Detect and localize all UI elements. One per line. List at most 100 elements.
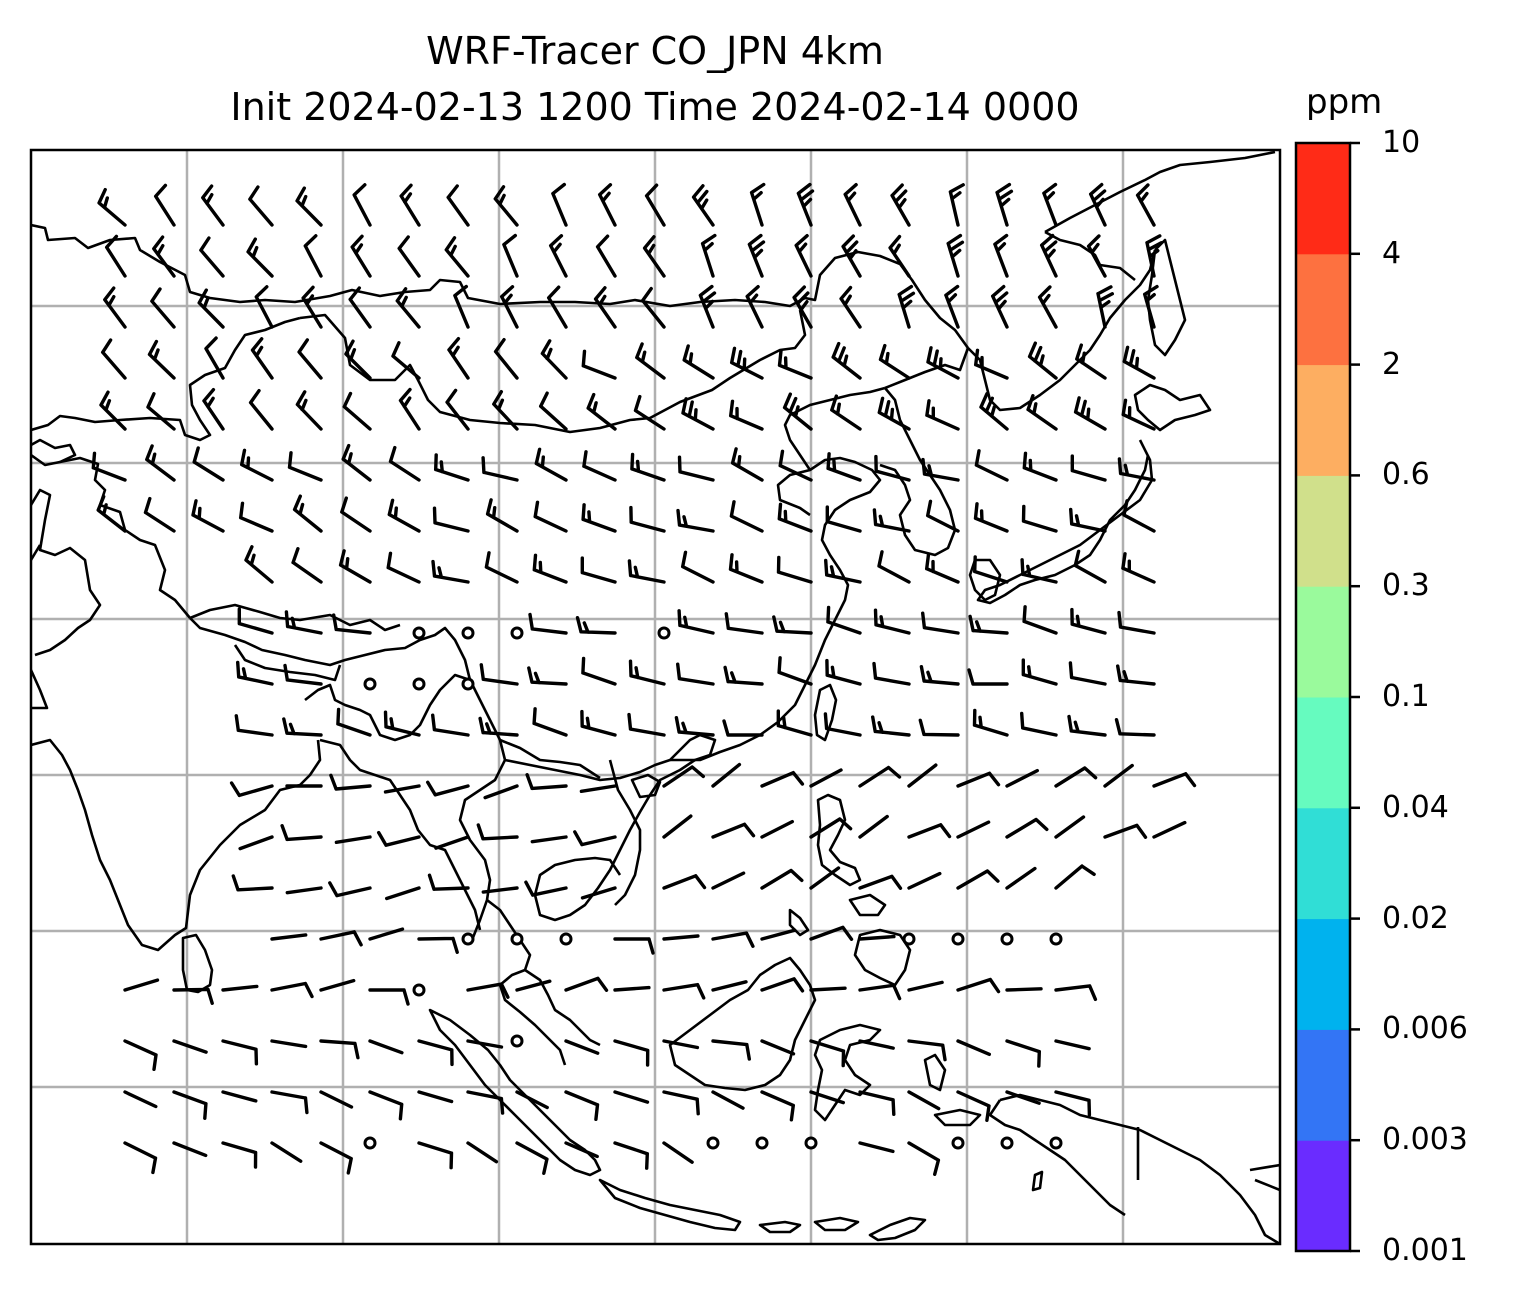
wind-barb [525,773,568,791]
wind-barb [579,784,617,793]
wind-barb [481,456,519,482]
map-frame [29,148,1282,1246]
wind-barb [644,183,666,227]
maluku-coast [923,1053,947,1092]
wind-barb [809,986,847,992]
calm-wind-marker [510,932,524,946]
wind-barb [1086,234,1107,278]
wind-barb [1069,507,1107,533]
wind-barb [466,1090,505,1115]
wind-barb [154,183,176,227]
colorbar-tick-label: 2 [1382,346,1402,382]
wind-barb [1122,345,1156,380]
wind-barb [368,1039,404,1055]
wind-barb [398,387,421,431]
wind-barb [192,446,225,482]
wind-barb [334,835,372,844]
wind-barb [760,868,804,890]
colorbar-tick-label: 0.003 [1382,1122,1468,1158]
wind-barb [711,762,742,788]
wind-barb [483,784,519,800]
wind-barb [237,607,274,635]
colorbar-tick-label: 0.02 [1382,900,1449,936]
wind-barb [826,452,862,482]
wind-barb [417,936,459,954]
wind-barb [150,287,176,329]
wind-barb [641,286,666,329]
wind-barb [635,342,666,380]
wind-barb [270,1090,309,1115]
lesser-sunda-coast-2 [813,1216,860,1232]
wind-barb [839,285,862,329]
wind-barb [1121,552,1156,584]
wind-barb [341,443,372,482]
wind-barb [944,284,960,329]
tibet-border [189,603,401,632]
himalaya-border [189,617,472,681]
wind-barb [221,1039,259,1066]
wind-barb [1089,182,1107,227]
indochina-coast [504,733,717,922]
wind-barb [794,234,813,278]
wind-barb [948,183,965,227]
wind-barb [830,394,862,431]
wind-barb [946,233,965,278]
wind-barb [1054,815,1086,839]
coastlines [31,150,1280,1244]
wind-barb [1042,182,1058,227]
wind-barb [515,1090,549,1110]
wind-barb [730,346,764,380]
wind-barb [809,817,853,839]
wind-barb [172,1039,208,1054]
wind-barb [319,978,356,992]
nepal-border [233,644,342,682]
wind-barb [907,1141,941,1176]
wind-barb [613,1039,650,1067]
wind-barb [760,1090,795,1122]
calm-wind-marker [510,1034,524,1048]
calm-wind-marker [461,677,475,691]
wind-barb [1103,763,1134,788]
colorbar-tick-label: 0.001 [1382,1233,1468,1268]
wind-barb [515,1141,549,1175]
wind-barb-field [91,182,1197,1176]
wind-barb [1103,823,1148,839]
wind-barb [103,286,127,329]
wind-barb [493,338,519,380]
calm-wind-marker [1049,932,1063,946]
wind-barb [967,668,1009,686]
wind-barb [858,1090,896,1116]
wind-barb [974,348,1009,380]
wind-barb [197,288,225,329]
wind-barb [292,494,323,533]
wind-barb [888,234,911,278]
colorbar-tick-label: 0.6 [1382,457,1430,493]
russia-mongolia-border [31,223,970,349]
colorbar-segment [1296,918,1350,1030]
wind-barb [1054,766,1098,788]
wind-barb [1073,396,1107,431]
wind-barb [248,185,274,227]
east-island [1249,1163,1280,1172]
map-title: WRF-Tracer CO_JPN 4km [426,29,884,73]
wind-barb [760,928,797,941]
wind-barb [342,391,372,431]
wind-barb [823,712,862,737]
wind-barb [1020,558,1058,584]
wind-barb [476,823,519,841]
thailand-coast [486,898,567,1066]
wind-barb [925,399,960,431]
korea-north-border [884,347,970,390]
india-coast [31,669,49,710]
wind-barb [270,1141,303,1163]
sri-lanka-coast [181,933,214,994]
wind-barb [303,234,323,278]
wind-barb [711,931,755,948]
wind-barb [547,285,568,329]
wind-barb [662,814,693,839]
wind-barb [246,237,274,278]
wind-barb [1040,233,1058,278]
wind-barb [662,765,705,788]
colorbar-unit: ppm [1306,82,1383,122]
